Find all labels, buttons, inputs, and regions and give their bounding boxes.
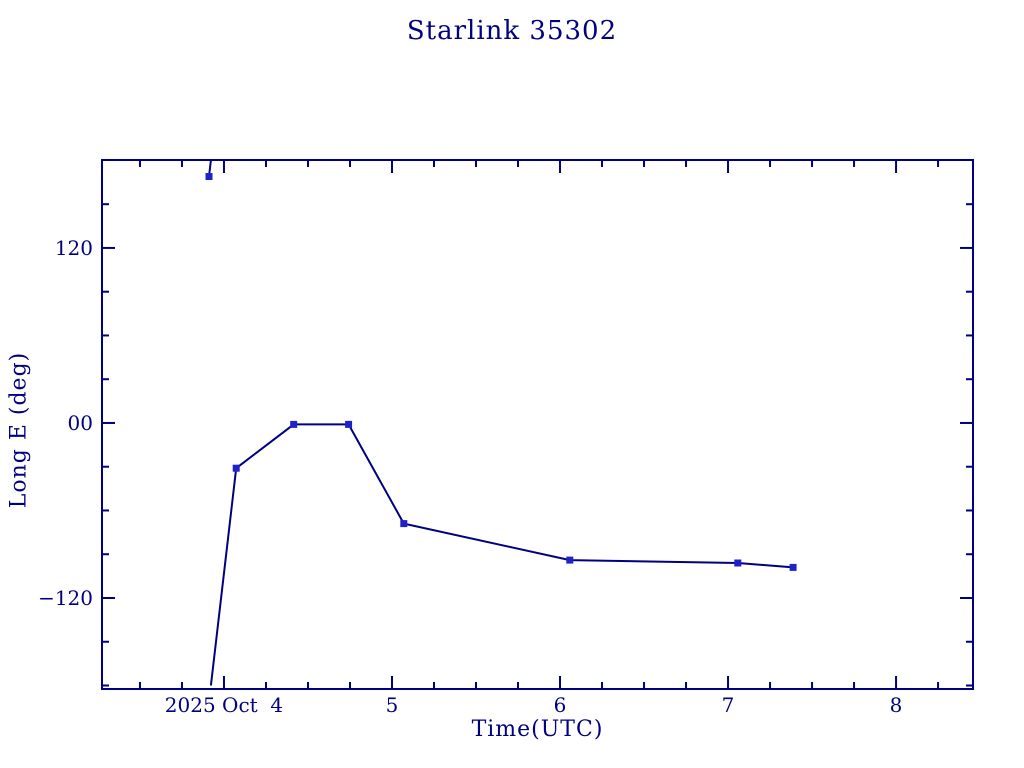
x-tick-label: 7 <box>722 693 735 717</box>
data-point-marker <box>400 520 408 528</box>
x-tick-label: 5 <box>386 693 399 717</box>
data-point-marker <box>232 464 240 472</box>
data-point-marker <box>734 559 742 567</box>
y-tick-label: −120 <box>38 586 93 610</box>
data-point-marker <box>290 420 298 428</box>
data-point-marker <box>566 556 574 564</box>
x-tick-label: 2025 Oct 4 <box>165 693 283 717</box>
plot-frame <box>101 159 974 690</box>
chart-title: Starlink 35302 <box>406 16 618 46</box>
x-tick-label: 6 <box>554 693 567 717</box>
y-tick-label: 00 <box>68 411 93 435</box>
x-tick-label: 8 <box>890 693 903 717</box>
x-axis-label: Time(UTC) <box>471 717 604 742</box>
y-tick-label: 120 <box>55 236 93 260</box>
series-line <box>209 423 794 686</box>
data-point-marker <box>789 563 797 571</box>
data-point-marker <box>345 420 353 428</box>
data-point-marker <box>205 173 213 180</box>
